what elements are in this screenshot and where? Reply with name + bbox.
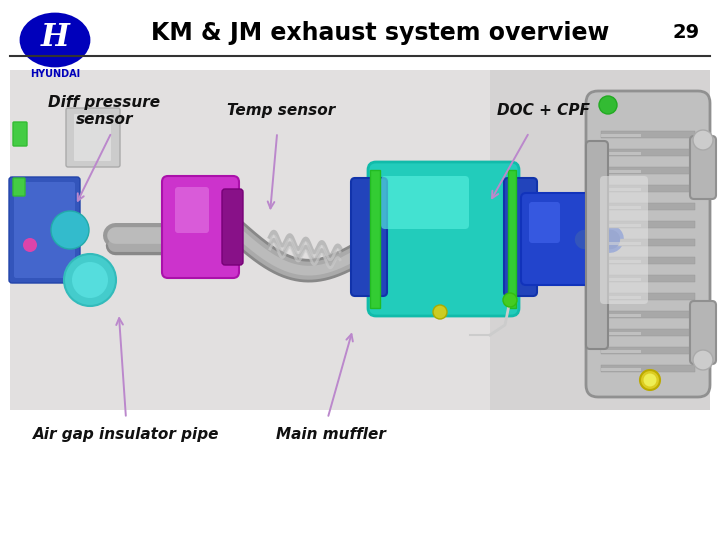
Bar: [601, 206, 641, 209]
Text: KM & JM exhaust system overview: KM & JM exhaust system overview: [150, 21, 609, 45]
Bar: [601, 365, 695, 372]
Bar: [601, 296, 641, 299]
Bar: [601, 260, 641, 263]
FancyBboxPatch shape: [600, 176, 648, 304]
FancyBboxPatch shape: [586, 141, 608, 349]
Bar: [601, 350, 641, 353]
Bar: [601, 332, 641, 335]
Ellipse shape: [599, 96, 617, 114]
Bar: [601, 311, 695, 318]
FancyBboxPatch shape: [490, 70, 710, 410]
Bar: [601, 170, 641, 173]
FancyBboxPatch shape: [381, 176, 469, 229]
Bar: [601, 257, 695, 264]
FancyBboxPatch shape: [66, 108, 120, 167]
Bar: [601, 134, 641, 137]
FancyBboxPatch shape: [690, 301, 716, 364]
Bar: [601, 275, 695, 282]
Bar: [601, 278, 641, 281]
Ellipse shape: [503, 293, 517, 307]
Text: Air gap insulator pipe: Air gap insulator pipe: [32, 427, 220, 442]
Bar: [601, 149, 695, 156]
FancyBboxPatch shape: [586, 91, 710, 397]
Bar: [601, 131, 695, 138]
Bar: [601, 185, 695, 192]
Ellipse shape: [433, 305, 447, 319]
Bar: [601, 293, 695, 300]
FancyBboxPatch shape: [222, 189, 243, 265]
FancyBboxPatch shape: [9, 177, 80, 283]
Ellipse shape: [693, 350, 713, 370]
Ellipse shape: [644, 374, 657, 387]
FancyBboxPatch shape: [175, 187, 209, 233]
Ellipse shape: [640, 370, 660, 390]
FancyBboxPatch shape: [13, 178, 25, 196]
Text: 29: 29: [673, 24, 700, 43]
Ellipse shape: [51, 211, 89, 249]
Ellipse shape: [23, 238, 37, 252]
FancyBboxPatch shape: [521, 193, 591, 285]
Bar: [601, 188, 641, 191]
Text: DOC + CPF: DOC + CPF: [498, 103, 590, 118]
Bar: [601, 314, 641, 317]
FancyBboxPatch shape: [10, 70, 500, 410]
Bar: [601, 167, 695, 174]
Ellipse shape: [21, 14, 89, 66]
FancyBboxPatch shape: [508, 170, 516, 308]
Bar: [601, 242, 641, 245]
Ellipse shape: [693, 130, 713, 150]
Bar: [601, 329, 695, 336]
Bar: [601, 221, 695, 228]
Ellipse shape: [64, 254, 116, 306]
Text: Temp sensor: Temp sensor: [227, 103, 335, 118]
FancyBboxPatch shape: [13, 122, 27, 146]
Bar: [601, 239, 695, 246]
FancyBboxPatch shape: [368, 162, 519, 316]
Bar: [601, 152, 641, 155]
FancyBboxPatch shape: [690, 136, 716, 199]
Bar: [601, 368, 641, 371]
FancyBboxPatch shape: [351, 178, 387, 296]
Bar: [601, 203, 695, 210]
Ellipse shape: [72, 262, 108, 298]
Bar: [601, 347, 695, 354]
Text: Main muffler: Main muffler: [276, 427, 386, 442]
FancyBboxPatch shape: [162, 176, 239, 278]
Text: HYUNDAI: HYUNDAI: [30, 69, 80, 79]
Text: H: H: [40, 23, 69, 53]
FancyBboxPatch shape: [74, 114, 111, 161]
FancyBboxPatch shape: [529, 202, 560, 243]
FancyBboxPatch shape: [370, 170, 380, 308]
FancyBboxPatch shape: [14, 182, 75, 278]
Bar: [601, 224, 641, 227]
Text: Diff pressure
sensor: Diff pressure sensor: [48, 94, 161, 127]
FancyBboxPatch shape: [504, 178, 537, 296]
